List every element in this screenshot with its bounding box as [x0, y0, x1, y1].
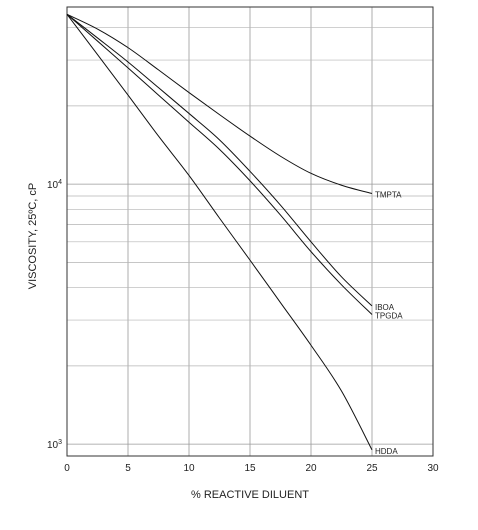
x-tick-label: 25 — [366, 463, 378, 474]
x-axis-title: % REACTIVE DILUENT — [191, 489, 309, 501]
x-tick-label: 10 — [183, 463, 195, 474]
plot-frame — [66, 6, 434, 457]
y-tick-label: 104 — [47, 179, 62, 191]
x-tick-label: 30 — [427, 463, 439, 474]
x-tick-label: 15 — [244, 463, 256, 474]
series-label-iboa: IBOA — [375, 303, 395, 312]
x-tick-label: 5 — [125, 463, 131, 474]
series-line-iboa — [66, 13, 373, 307]
series-line-tpgda — [66, 13, 373, 315]
x-tick-label: 0 — [64, 463, 70, 474]
series-line-tmpta — [66, 13, 373, 195]
series-label-tpgda: TPGDA — [375, 312, 403, 321]
y-tick-label: 103 — [47, 439, 62, 451]
x-axis-ticks: 0 5 10 15 20 25 30 — [64, 463, 439, 474]
x-tick-label: 20 — [305, 463, 317, 474]
y-axis-ticks: 103 104 — [47, 179, 62, 451]
series-label-tmpta: TMPTA — [375, 191, 402, 200]
series-lines — [66, 13, 373, 451]
y-axis-title: VISCOSITY, 25ºC, cP — [27, 183, 39, 290]
grid — [67, 7, 433, 456]
series-line-hdda — [66, 13, 373, 451]
series-label-hdda: HDDA — [375, 447, 398, 456]
